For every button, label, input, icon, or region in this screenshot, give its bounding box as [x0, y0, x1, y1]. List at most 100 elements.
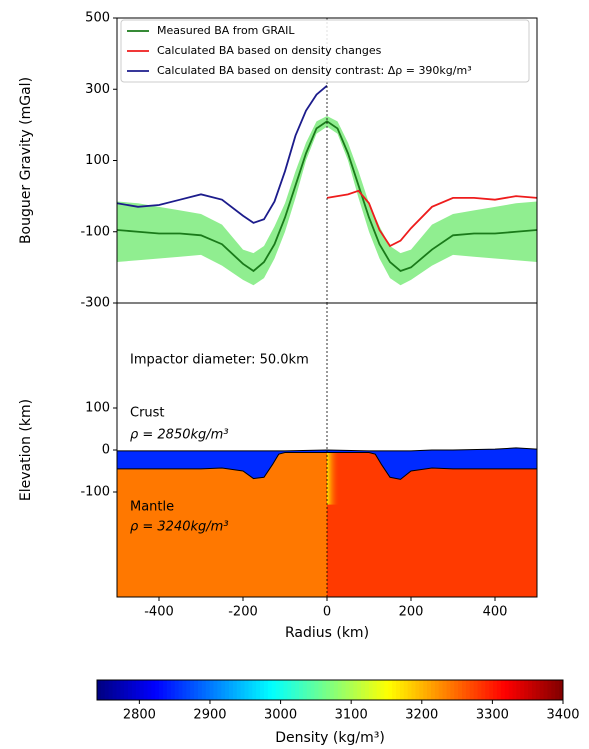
colorbar-swatch — [186, 680, 191, 700]
legend-label: Calculated BA based on density changes — [157, 44, 382, 57]
colorbar-swatch — [100, 680, 106, 700]
x-axis-label: Radius (km) — [285, 625, 369, 641]
colorbar-swatch — [128, 680, 133, 700]
colorbar-swatch — [120, 680, 125, 700]
colorbar-swatch — [275, 680, 281, 700]
y-tick-label: -300 — [80, 296, 110, 311]
colorbar-swatch — [151, 680, 156, 700]
colorbar-swatch — [524, 680, 529, 700]
legend: Measured BA from GRAIL Calculated BA base… — [120, 19, 530, 83]
colorbar-swatch — [116, 680, 121, 700]
colorbar-swatch — [337, 680, 343, 700]
colorbar-swatch — [104, 680, 110, 700]
density-anomaly — [327, 452, 340, 505]
colorbar-swatch — [124, 680, 129, 700]
y-tick-label: 100 — [85, 401, 110, 416]
legend-label: Measured BA from GRAIL — [157, 24, 295, 37]
annotation: Impactor diameter: 50.0km — [130, 353, 309, 368]
colorbar-swatch — [330, 680, 335, 700]
colorbar-swatch — [508, 680, 514, 700]
colorbar-swatch — [310, 680, 315, 700]
y-axis-label: Bouguer Gravity (mGal) — [18, 77, 34, 244]
colorbar-swatch — [131, 680, 137, 700]
legend-label: Calculated BA based on density contrast:… — [157, 64, 472, 77]
colorbar-swatch — [221, 680, 226, 700]
colorbar-swatch — [260, 680, 265, 700]
colorbar-swatch — [182, 680, 187, 700]
colorbar-swatch — [333, 680, 339, 700]
plot-area — [117, 85, 537, 286]
colorbar-swatch — [229, 680, 234, 700]
colorbar-swatch — [314, 680, 319, 700]
colorbar-swatch — [295, 680, 300, 700]
colorbar-swatch — [446, 680, 451, 700]
colorbar-swatch — [500, 680, 506, 700]
colorbar-swatch — [555, 680, 560, 700]
colorbar-swatch — [539, 680, 545, 700]
colorbar-swatch — [353, 680, 358, 700]
colorbar-swatch — [197, 680, 203, 700]
colorbar-swatch — [143, 680, 148, 700]
colorbar-swatch — [166, 680, 172, 700]
colorbar-tick-label: 2800 — [123, 708, 156, 723]
colorbar-swatch — [135, 680, 141, 700]
colorbar-swatch — [368, 680, 374, 700]
colorbar-swatch — [392, 680, 397, 700]
colorbar-swatch — [430, 680, 436, 700]
y-tick-label: 100 — [85, 153, 110, 168]
colorbar-swatch — [434, 680, 440, 700]
colorbar-swatch — [201, 680, 207, 700]
colorbar-swatch — [225, 680, 230, 700]
colorbar-swatch — [302, 680, 308, 700]
colorbar-swatch — [364, 680, 370, 700]
colorbar-swatch — [415, 680, 420, 700]
colorbar-swatch — [454, 680, 459, 700]
colorbar-swatch — [372, 680, 378, 700]
series-line — [326, 189, 537, 248]
colorbar-swatch — [155, 680, 160, 700]
y-tick-label: 0 — [102, 443, 110, 458]
colorbar-swatch — [485, 680, 490, 700]
colorbar-swatch — [178, 680, 183, 700]
colorbar-swatch — [205, 680, 211, 700]
colorbar-swatch — [516, 680, 521, 700]
colorbar-swatch — [411, 680, 416, 700]
colorbar-tick-label: 3000 — [264, 708, 297, 723]
colorbar-swatch — [384, 680, 389, 700]
colorbar-swatch — [419, 680, 424, 700]
colorbar-swatch — [306, 680, 312, 700]
colorbar-tick-label: 3400 — [546, 708, 579, 723]
y-tick-label: 500 — [85, 11, 110, 26]
series-line — [117, 85, 328, 224]
colorbar-swatch — [396, 680, 401, 700]
colorbar-tick-label: 2900 — [193, 708, 226, 723]
colorbar-frame — [96, 679, 564, 701]
colorbar-swatch — [349, 680, 354, 700]
colorbar-swatch — [108, 680, 114, 700]
colorbar-swatch — [341, 680, 347, 700]
colorbar-swatch — [543, 680, 548, 700]
colorbar-swatch — [326, 680, 331, 700]
colorbar-swatch — [376, 680, 381, 700]
colorbar-swatch — [159, 680, 164, 700]
colorbar-swatch — [469, 680, 475, 700]
colorbar-swatch — [318, 680, 323, 700]
colorbar-swatch — [462, 680, 467, 700]
series-line — [117, 120, 537, 273]
x-tick-label: -400 — [144, 605, 174, 620]
y-tick-label: 300 — [85, 82, 110, 97]
colorbar-swatch — [535, 680, 541, 700]
annotation: ρ = 3240kg/m³ — [130, 520, 229, 535]
colorbar-swatch — [357, 680, 362, 700]
colorbar-swatch — [531, 680, 537, 700]
colorbar-swatch — [450, 680, 455, 700]
colorbar-swatch — [271, 680, 277, 700]
annotation: ρ = 2850kg/m³ — [130, 428, 229, 443]
colorbar-tick-label: 3200 — [405, 708, 438, 723]
colorbar-swatch — [493, 680, 498, 700]
colorbar-swatch — [194, 680, 199, 700]
colorbar-swatch — [174, 680, 180, 700]
colorbar-swatch — [473, 680, 479, 700]
